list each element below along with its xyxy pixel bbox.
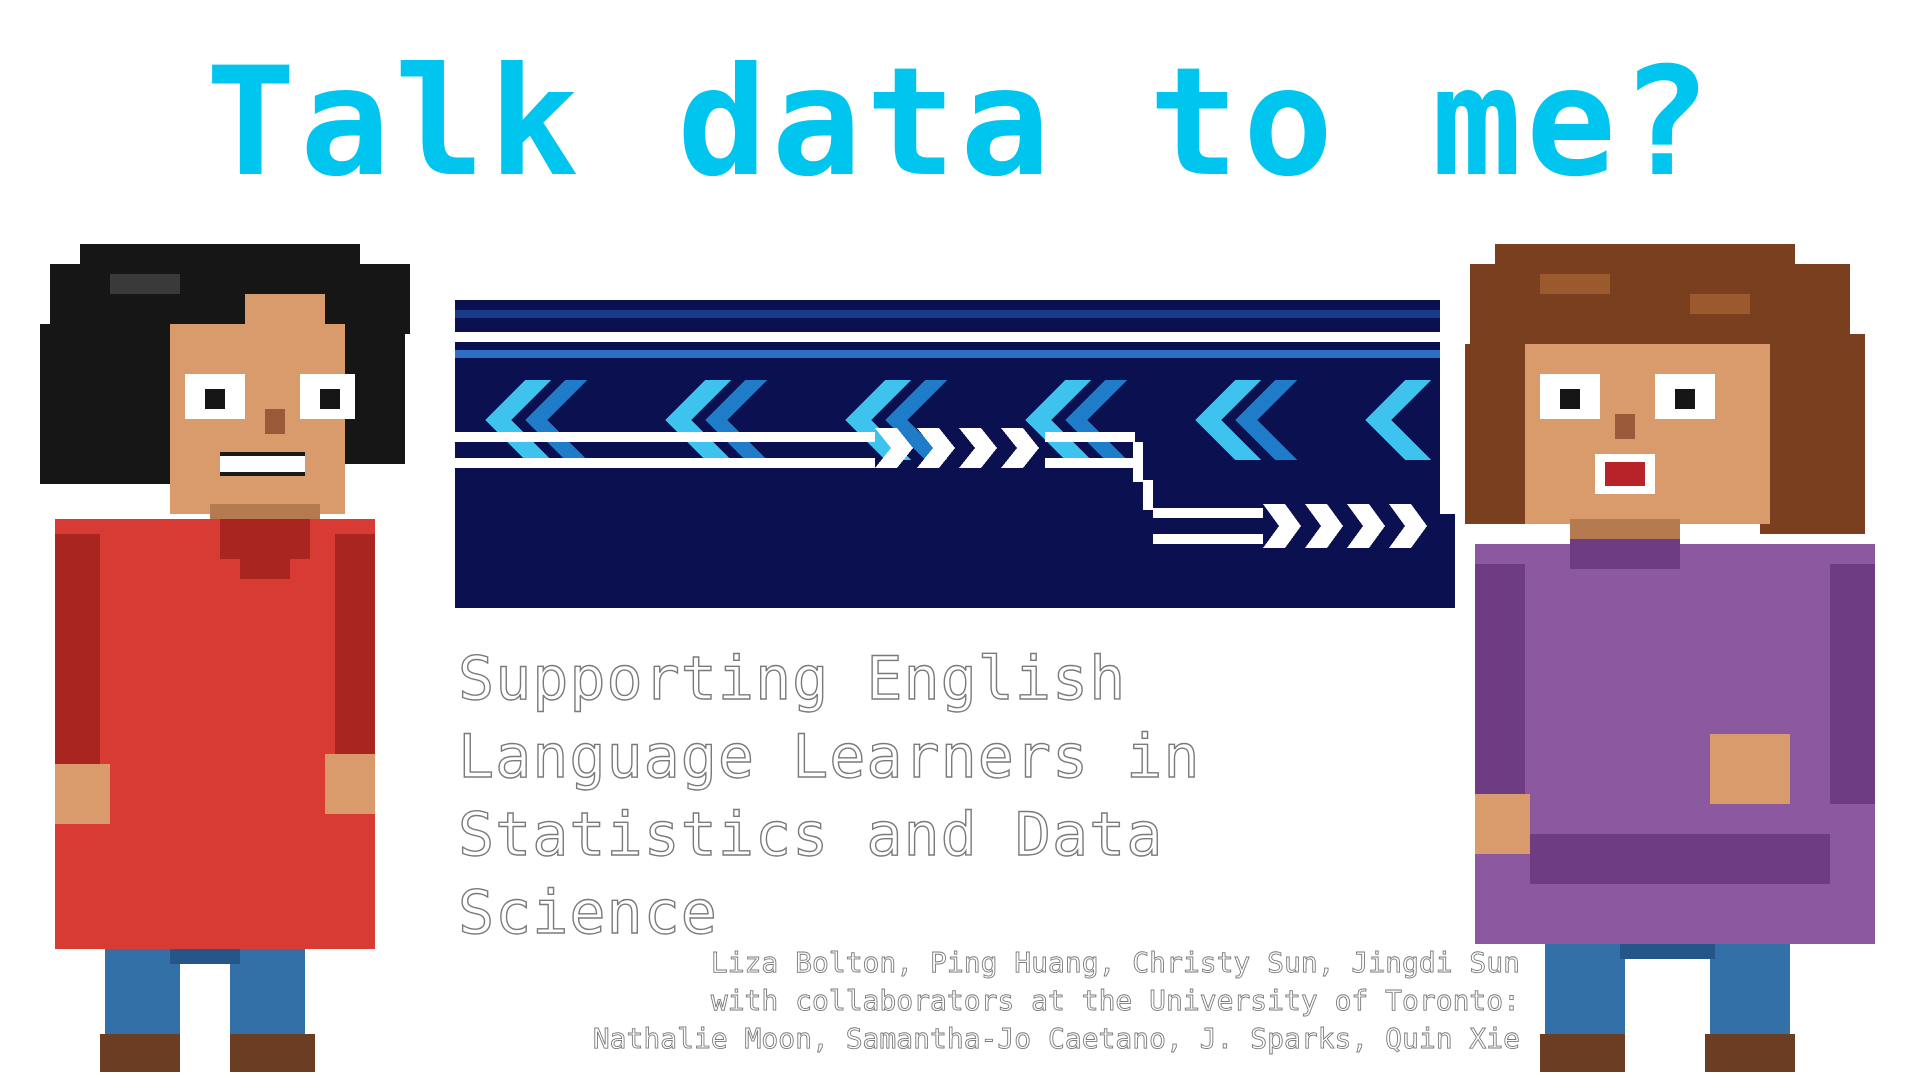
authors-block: Liza Bolton, Ping Huang, Christy Sun, Ji…	[440, 944, 1520, 1058]
authors-line-2: with collaborators at the University of …	[710, 984, 1520, 1018]
subtitle: Supporting English Language Learners in …	[457, 643, 1201, 948]
authors-line-3: Nathalie Moon, Samantha-Jo Caetano, J. S…	[592, 1022, 1520, 1056]
authors-line-1: Liza Bolton, Ping Huang, Christy Sun, Ji…	[710, 946, 1520, 980]
left-character-icon	[25, 234, 435, 1079]
right-character-icon	[1440, 234, 1900, 1079]
data-stream-banner-icon	[455, 300, 1455, 618]
page-title: Talk data to me?	[205, 36, 1715, 210]
